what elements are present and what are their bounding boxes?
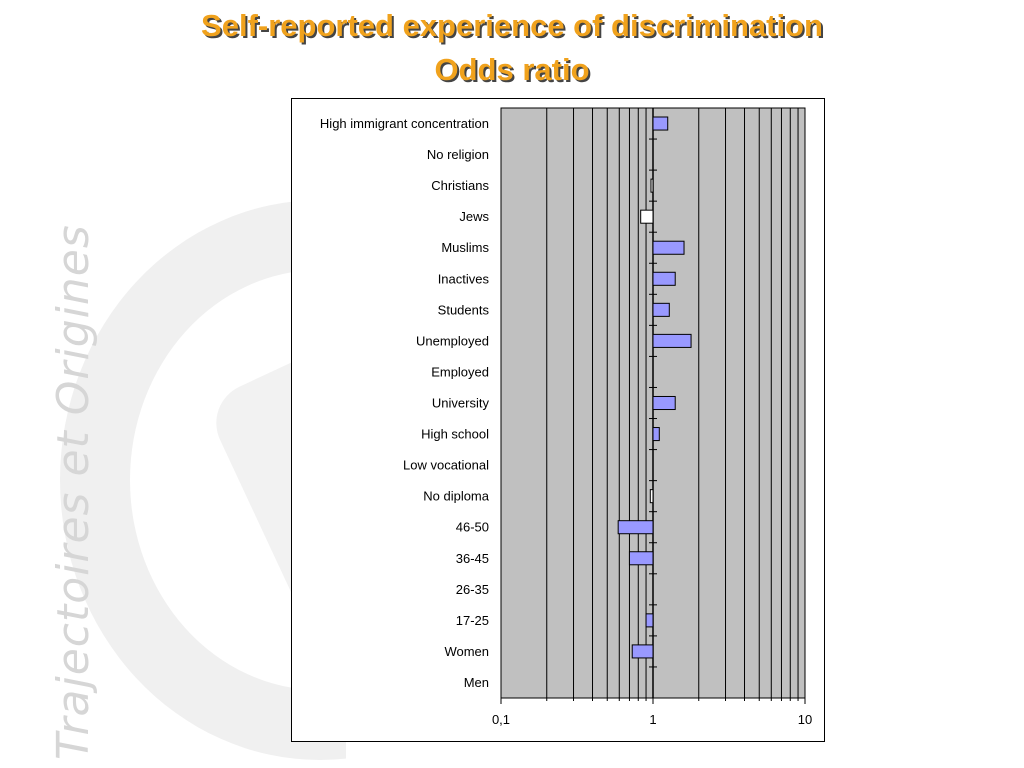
bar — [652, 427, 660, 442]
bar — [652, 240, 685, 255]
category-label: Women — [444, 644, 489, 659]
bar — [652, 271, 676, 286]
bar — [617, 520, 654, 535]
x-tick-label: 1 — [649, 712, 656, 727]
bar — [652, 302, 670, 317]
chart-subtitle: Odds ratio — [434, 52, 590, 87]
category-label: Men — [464, 675, 489, 690]
category-label: 46-50 — [456, 520, 489, 535]
category-label: Inactives — [438, 271, 490, 286]
category-label: Students — [438, 302, 490, 317]
category-label: No religion — [427, 147, 489, 162]
bar — [652, 333, 692, 348]
category-label: 17-25 — [456, 613, 489, 628]
bar — [652, 116, 669, 131]
watermark: Trajectoires et Origines — [0, 0, 99, 768]
chart-title: Self-reported experience of discriminati… — [201, 8, 823, 43]
category-label: Jews — [459, 209, 489, 224]
category-label: No diploma — [423, 489, 490, 504]
watermark-text: Trajectoires et Origines — [48, 224, 99, 760]
bar — [631, 644, 654, 659]
category-label: High immigrant concentration — [320, 116, 489, 131]
bar — [645, 613, 654, 628]
category-label: Christians — [431, 178, 489, 193]
bar — [649, 489, 654, 504]
bar — [652, 395, 676, 411]
chart-frame: High immigrant concentration No religion C… — [291, 98, 825, 742]
category-label: 26-35 — [456, 582, 489, 597]
category-label: 36-45 — [456, 551, 489, 566]
bar — [640, 209, 654, 224]
x-tick-label: 10 — [798, 712, 812, 727]
category-label: University — [432, 396, 490, 411]
category-label: Unemployed — [416, 333, 489, 348]
category-label: Low vocational — [403, 458, 489, 473]
x-tick-label: 0,1 — [492, 712, 510, 727]
category-label: High school — [421, 427, 489, 442]
category-label: Muslims — [441, 240, 489, 255]
category-label: Employed — [431, 364, 489, 379]
bar — [628, 551, 654, 566]
bar — [650, 178, 654, 193]
odds-ratio-chart: High immigrant concentration No religion C… — [320, 107, 812, 727]
